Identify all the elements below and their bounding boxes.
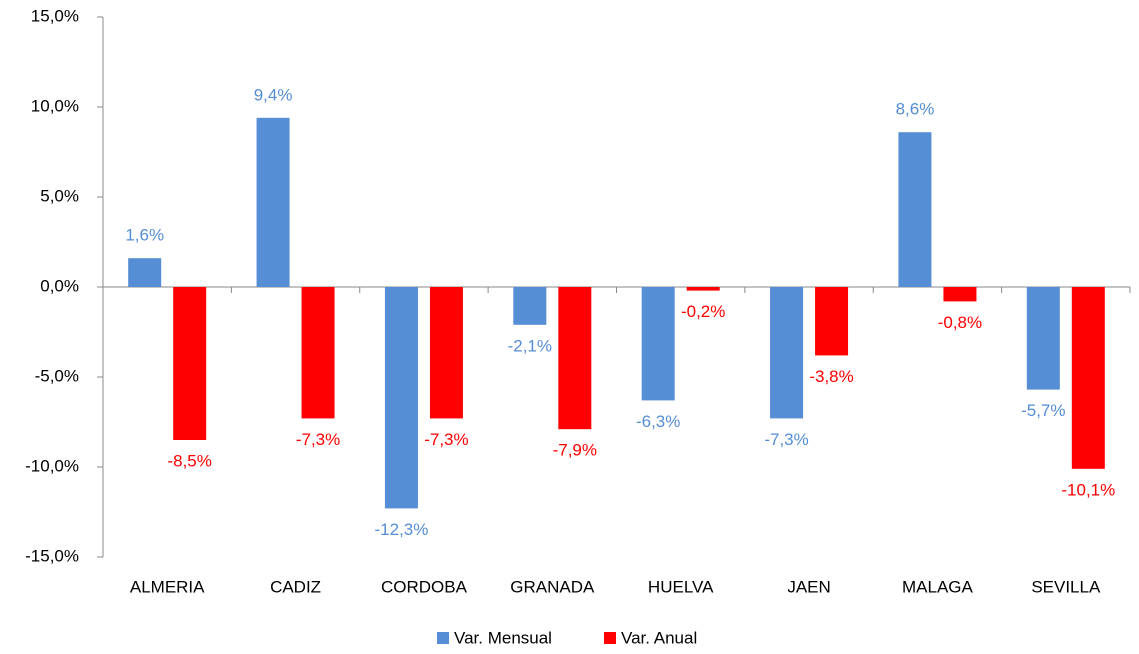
x-tick-label: CORDOBA bbox=[381, 577, 468, 596]
data-label: -0,2% bbox=[681, 302, 725, 321]
x-tick-label: GRANADA bbox=[510, 577, 595, 596]
data-label: -8,5% bbox=[167, 451, 211, 470]
bar bbox=[1071, 287, 1105, 469]
bar bbox=[173, 287, 207, 440]
x-tick-label: MALAGA bbox=[902, 577, 974, 596]
bar bbox=[641, 287, 675, 401]
bar bbox=[770, 287, 804, 419]
legend-swatch bbox=[437, 632, 449, 644]
bar bbox=[256, 117, 290, 287]
data-label: -7,9% bbox=[553, 441, 597, 460]
data-label: -7,3% bbox=[764, 430, 808, 449]
data-label: -0,8% bbox=[938, 313, 982, 332]
data-label: 8,6% bbox=[896, 100, 935, 119]
bar bbox=[1026, 287, 1060, 390]
y-tick-label: 10,0% bbox=[31, 96, 79, 115]
data-label: -3,8% bbox=[809, 367, 853, 386]
data-label: 9,4% bbox=[254, 85, 293, 104]
y-tick-label: -5,0% bbox=[35, 366, 79, 385]
bar bbox=[429, 287, 463, 419]
x-tick-label: CADIZ bbox=[270, 577, 321, 596]
y-tick-label: -10,0% bbox=[25, 456, 79, 475]
y-tick-label: 5,0% bbox=[40, 186, 79, 205]
y-tick-label: 0,0% bbox=[40, 276, 79, 295]
legend-label: Var. Anual bbox=[621, 628, 697, 647]
data-label: -5,7% bbox=[1021, 401, 1065, 420]
bar bbox=[513, 287, 547, 325]
data-label: -2,1% bbox=[508, 336, 552, 355]
bar bbox=[558, 287, 592, 430]
x-tick-label: HUELVA bbox=[648, 577, 714, 596]
x-tick-label: JAEN bbox=[787, 577, 830, 596]
bar bbox=[815, 287, 849, 356]
x-tick-label: ALMERIA bbox=[130, 577, 205, 596]
data-label: -7,3% bbox=[296, 430, 340, 449]
bar bbox=[384, 287, 418, 509]
data-label: -6,3% bbox=[636, 412, 680, 431]
x-tick-label: SEVILLA bbox=[1031, 577, 1101, 596]
legend-label: Var. Mensual bbox=[454, 628, 552, 647]
y-tick-label: -15,0% bbox=[25, 546, 79, 565]
data-label: -12,3% bbox=[375, 520, 429, 539]
data-label: 1,6% bbox=[125, 226, 164, 245]
data-label: -10,1% bbox=[1061, 480, 1115, 499]
bar bbox=[943, 287, 977, 302]
bar bbox=[898, 132, 932, 287]
y-tick-label: 15,0% bbox=[31, 6, 79, 25]
bar bbox=[686, 287, 720, 291]
data-label: -7,3% bbox=[424, 430, 468, 449]
legend-swatch bbox=[604, 632, 616, 644]
bar bbox=[128, 258, 162, 287]
bar bbox=[301, 287, 335, 419]
